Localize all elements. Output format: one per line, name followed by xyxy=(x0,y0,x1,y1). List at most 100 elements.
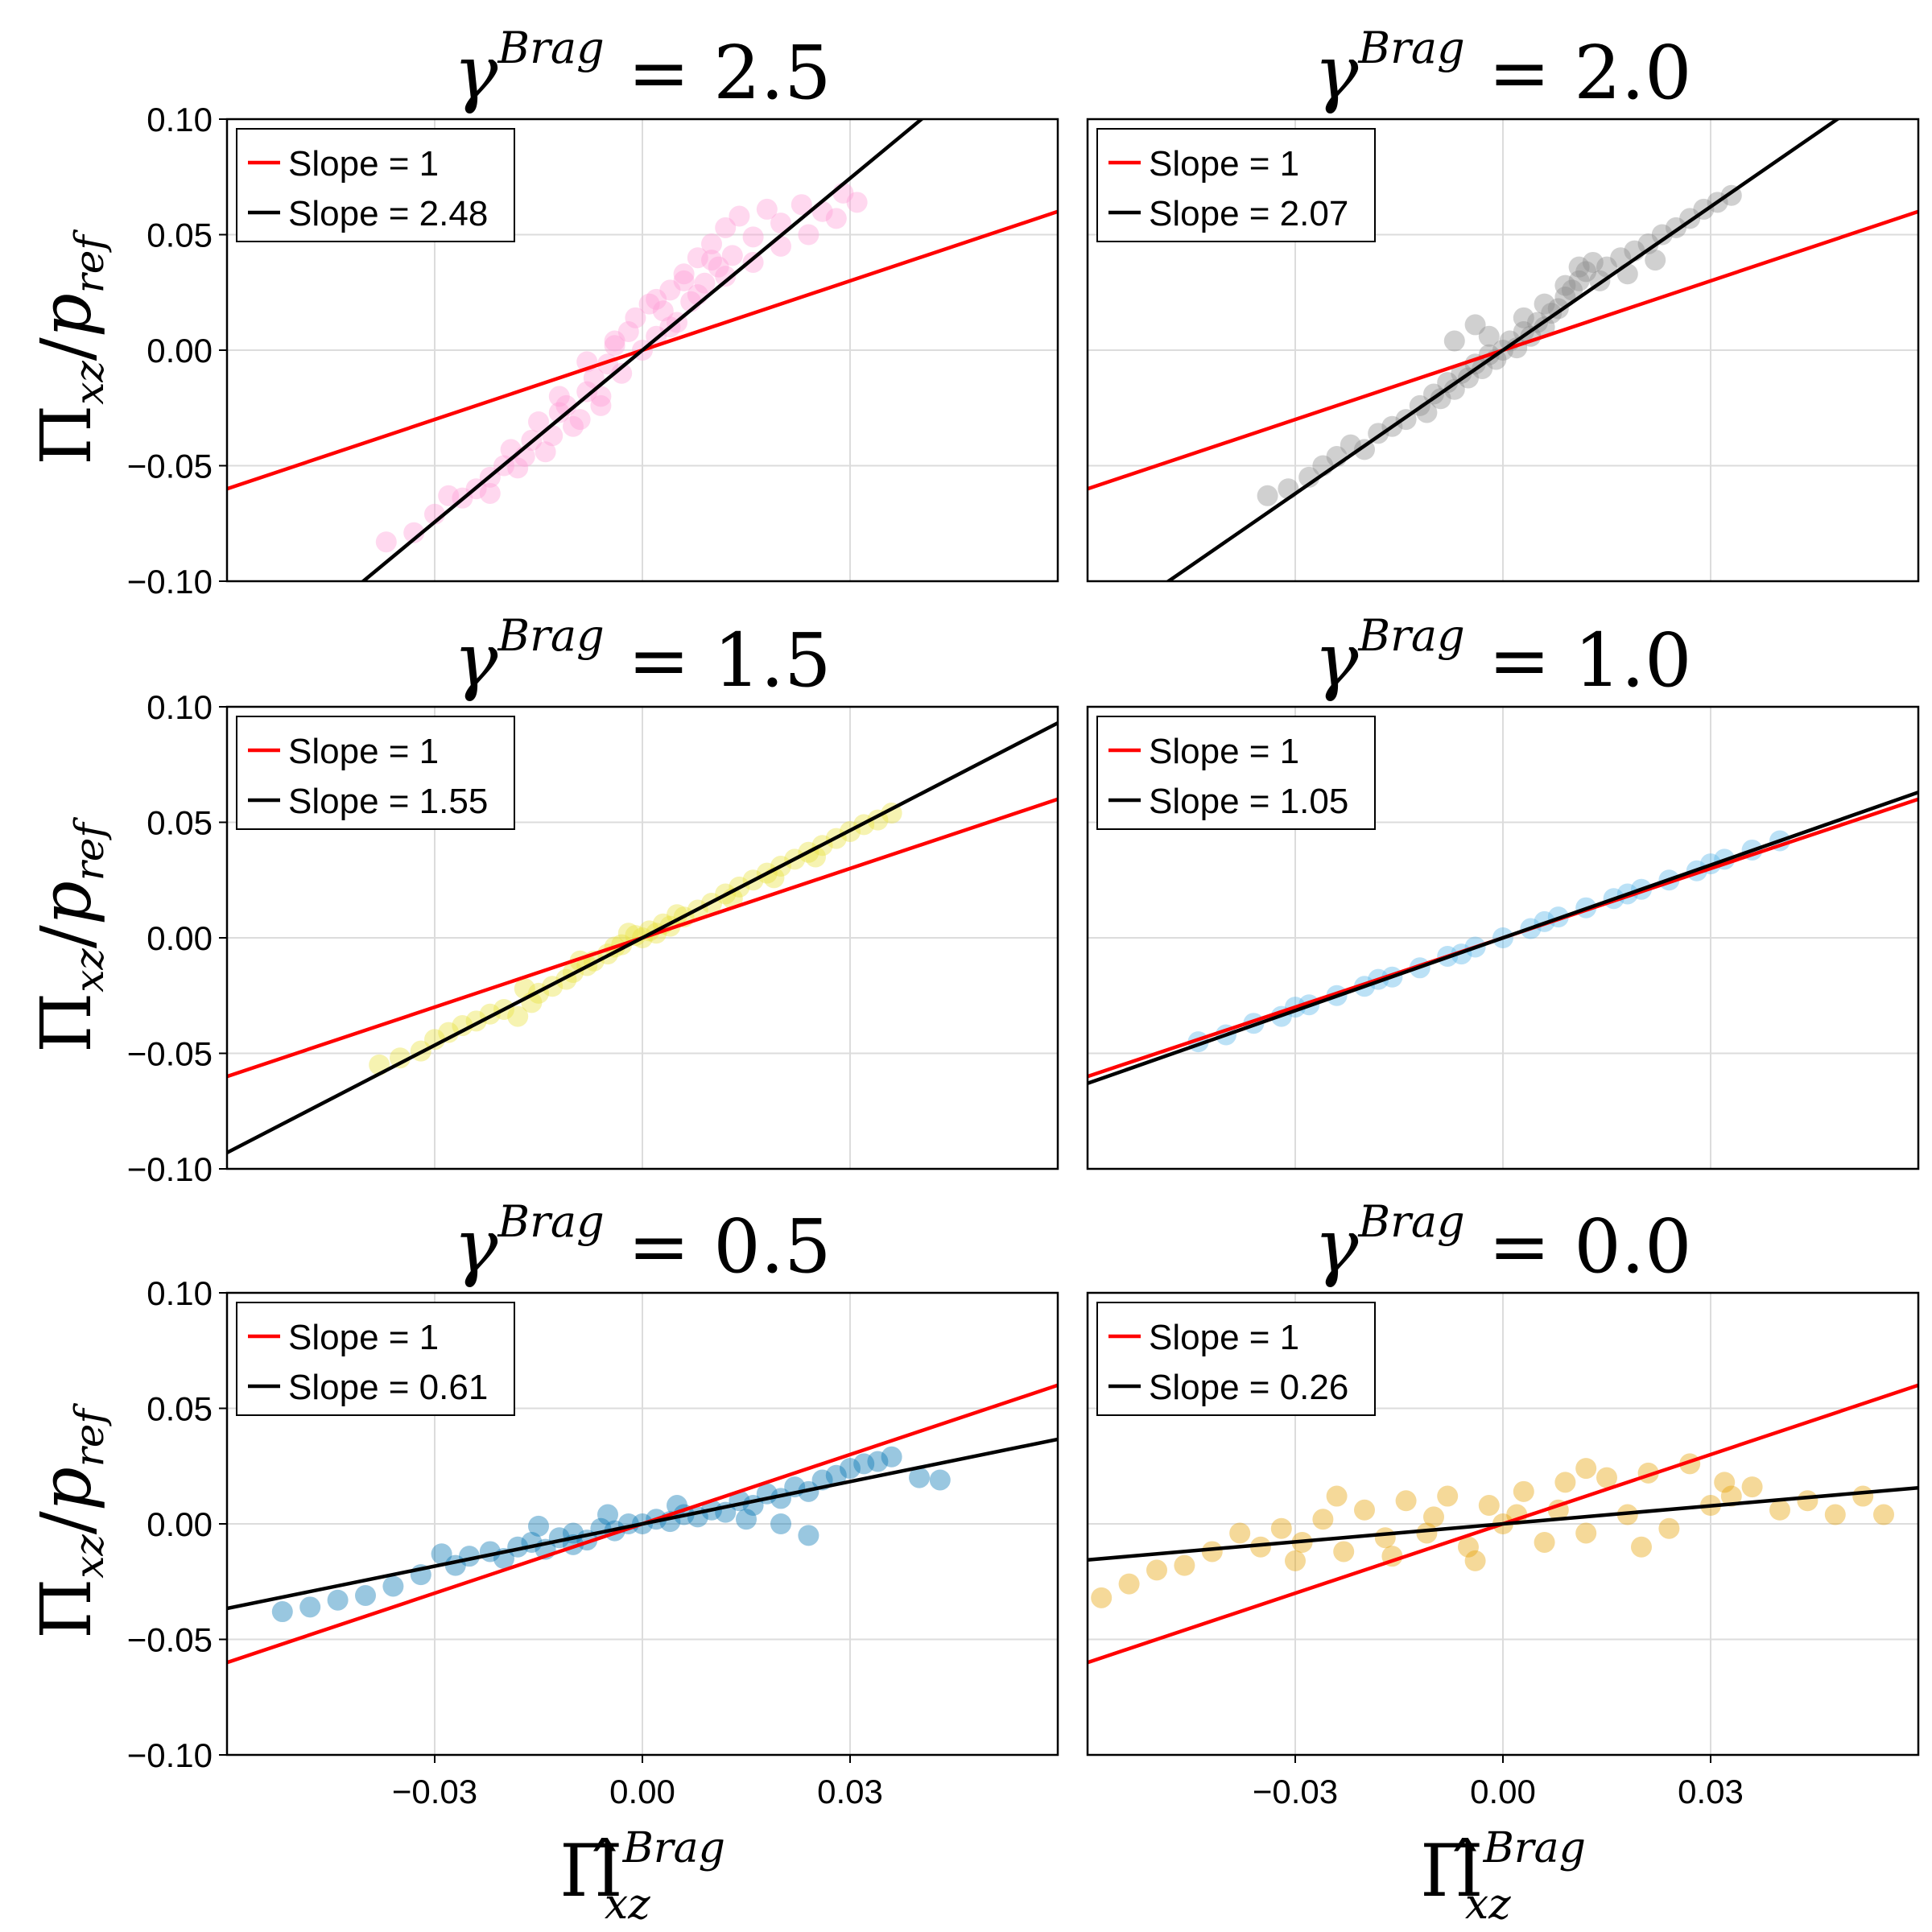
data-point xyxy=(1575,1458,1597,1480)
panel-5: 0.10 0.05 0.00 −0.05 −0.10 −0.03 0.00 0.03 Slope… xyxy=(27,1196,1059,1929)
title-superscript: Brag xyxy=(497,1196,604,1247)
data-point xyxy=(652,300,674,322)
data-point xyxy=(1423,1506,1444,1528)
xlabel-main: Π̂ xyxy=(559,1829,623,1913)
fit-lines xyxy=(227,721,1058,1154)
ylabel-main: Π xyxy=(27,1579,107,1639)
ylabel-var: p xyxy=(27,881,107,925)
data-point xyxy=(604,335,625,357)
data-point xyxy=(583,367,605,389)
data-point xyxy=(1326,1485,1348,1507)
data-point xyxy=(375,531,397,553)
legend-label: Slope = 1 xyxy=(1149,732,1299,771)
data-point xyxy=(1416,1522,1438,1544)
y-tick-label: 0.10 xyxy=(147,688,213,726)
ylabel-var: p xyxy=(27,293,107,337)
scatter-series xyxy=(1091,1453,1894,1608)
data-point xyxy=(1645,250,1666,271)
title-symbol: γ xyxy=(453,617,498,704)
data-point xyxy=(742,226,764,248)
data-point xyxy=(299,1596,321,1618)
data-point xyxy=(438,1022,460,1043)
panel-4: Slope = 1 Slope = 1.05 γBrag = 1.0 xyxy=(1086,610,1920,1170)
data-point xyxy=(1797,1490,1818,1512)
ylabel-var-sub: ref xyxy=(66,1403,113,1467)
x-tick-label: 0.00 xyxy=(1470,1773,1536,1810)
legend-label: Slope = 2.48 xyxy=(288,194,488,233)
title-superscript: Brag xyxy=(1357,1196,1464,1247)
legend-label: Slope = 1 xyxy=(1149,144,1299,184)
y-tick-label: 0.00 xyxy=(147,332,213,369)
data-point xyxy=(403,522,425,543)
legend: Slope = 1 Slope = 1.05 xyxy=(1096,716,1376,830)
legend: Slope = 1 Slope = 0.26 xyxy=(1096,1302,1376,1416)
data-point xyxy=(715,217,737,238)
data-point xyxy=(1616,263,1638,285)
data-point xyxy=(617,923,639,944)
panel-title: γBrag = 2.5 xyxy=(453,23,831,116)
ylabel-main: Π xyxy=(27,993,107,1053)
data-point xyxy=(1534,1531,1555,1553)
x-axis-label: Π̂Brag xz xyxy=(559,1824,725,1929)
panel-title: γBrag = 1.0 xyxy=(1314,610,1691,704)
data-point xyxy=(798,1525,819,1546)
data-point xyxy=(708,256,729,278)
y-tick-label: 0.10 xyxy=(147,101,213,138)
axes-frame xyxy=(1086,705,1920,1170)
data-point xyxy=(715,266,737,287)
fit-line-slope-1-05 xyxy=(1088,791,1918,1085)
y-tick-label: −0.05 xyxy=(127,448,213,485)
data-point xyxy=(1257,485,1278,506)
data-point xyxy=(431,1543,452,1565)
data-point xyxy=(791,194,812,216)
data-point xyxy=(825,208,847,229)
data-point xyxy=(701,250,722,271)
y-tick-label: 0.00 xyxy=(147,1505,213,1543)
fit-line-slope-2-07 xyxy=(1165,119,1841,581)
title-superscript: Brag xyxy=(497,23,604,73)
y-tick-label: −0.05 xyxy=(127,1035,213,1073)
y-tick-label: 0.00 xyxy=(147,919,213,957)
data-point xyxy=(770,213,791,234)
data-point xyxy=(1229,1522,1251,1544)
data-point xyxy=(563,415,584,437)
data-point xyxy=(1478,1495,1500,1517)
data-point xyxy=(798,224,819,246)
data-point xyxy=(327,1589,349,1611)
legend: Slope = 1 Slope = 2.48 xyxy=(236,128,515,242)
legend-label: Slope = 1 xyxy=(288,1318,439,1357)
title-symbol: γ xyxy=(453,1203,498,1290)
data-point xyxy=(597,1504,618,1525)
title-superscript: Brag xyxy=(1357,610,1464,661)
data-point xyxy=(1146,1559,1167,1581)
data-point xyxy=(1250,1536,1271,1558)
x-tick-label: 0.03 xyxy=(817,1773,883,1810)
legend-label: Slope = 1 xyxy=(288,732,439,771)
panel-1: 0.10 0.05 0.00 −0.05 −0.10 Slope = 1 Slope = 2… xyxy=(27,23,1059,601)
data-point xyxy=(507,457,529,479)
fit-lines xyxy=(1088,1383,1918,1665)
data-point xyxy=(528,411,549,432)
data-point xyxy=(1631,1536,1652,1558)
data-point xyxy=(881,1446,902,1468)
legend: Slope = 1 Slope = 0.61 xyxy=(236,1302,515,1416)
data-point xyxy=(1513,307,1534,328)
data-point xyxy=(1478,325,1500,347)
data-point xyxy=(611,362,633,384)
data-point xyxy=(846,192,868,213)
data-point xyxy=(673,263,695,285)
data-point xyxy=(424,1029,445,1051)
fit-lines xyxy=(1088,791,1918,1085)
data-point xyxy=(1443,330,1465,352)
data-point xyxy=(729,205,750,227)
data-point xyxy=(646,288,667,310)
data-point xyxy=(1852,1485,1874,1507)
data-point xyxy=(840,1458,861,1480)
data-point xyxy=(390,1047,411,1069)
y-tick-label: 0.05 xyxy=(147,217,213,254)
fit-line-slope-2-48 xyxy=(360,119,925,581)
data-point xyxy=(507,1005,529,1027)
legend-box xyxy=(1096,716,1376,830)
data-point xyxy=(1118,1573,1140,1595)
title-value: = 0.5 xyxy=(605,1203,832,1290)
